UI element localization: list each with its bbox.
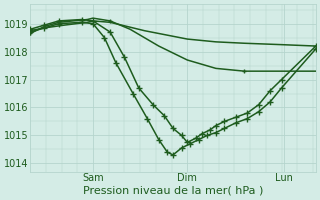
X-axis label: Pression niveau de la mer( hPa ): Pression niveau de la mer( hPa )	[83, 186, 263, 196]
